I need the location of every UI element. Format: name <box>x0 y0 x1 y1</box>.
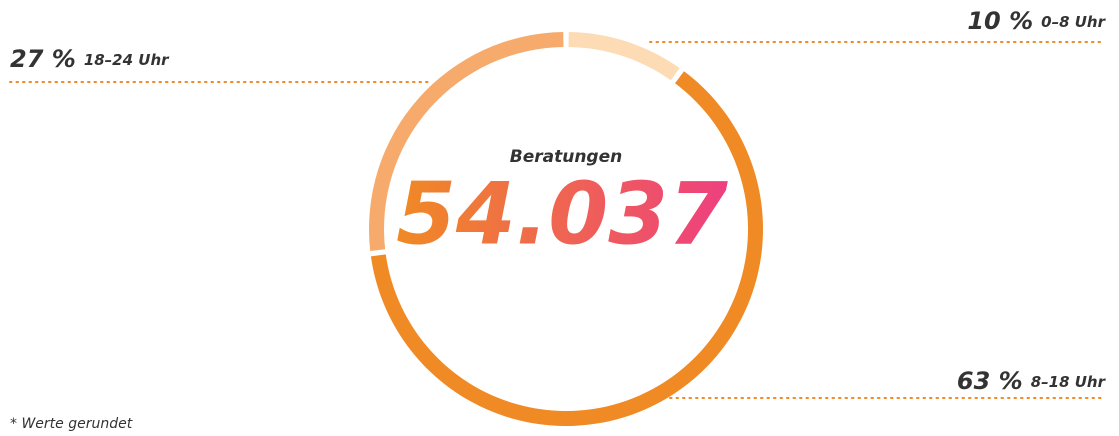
category-label: 0–8 Uhr <box>1041 13 1106 31</box>
donut-segment <box>368 32 564 251</box>
percent-label: 27 % <box>10 45 76 73</box>
segment-label: 63 % 8–18 Uhr <box>957 367 1107 395</box>
percent-label: 10 % <box>967 7 1033 35</box>
footnote: * Werte gerundet <box>10 416 133 432</box>
segment-label: 10 % 0–8 Uhr <box>967 7 1106 35</box>
donut-segment <box>568 32 680 81</box>
category-label: 18–24 Uhr <box>84 51 170 69</box>
center-value: 54.037 <box>396 164 728 264</box>
percent-label: 63 % <box>957 367 1023 395</box>
center-title: Beratungen <box>510 147 622 167</box>
segment-label: 27 % 18–24 Uhr <box>10 45 170 73</box>
category-label: 8–18 Uhr <box>1031 373 1107 391</box>
